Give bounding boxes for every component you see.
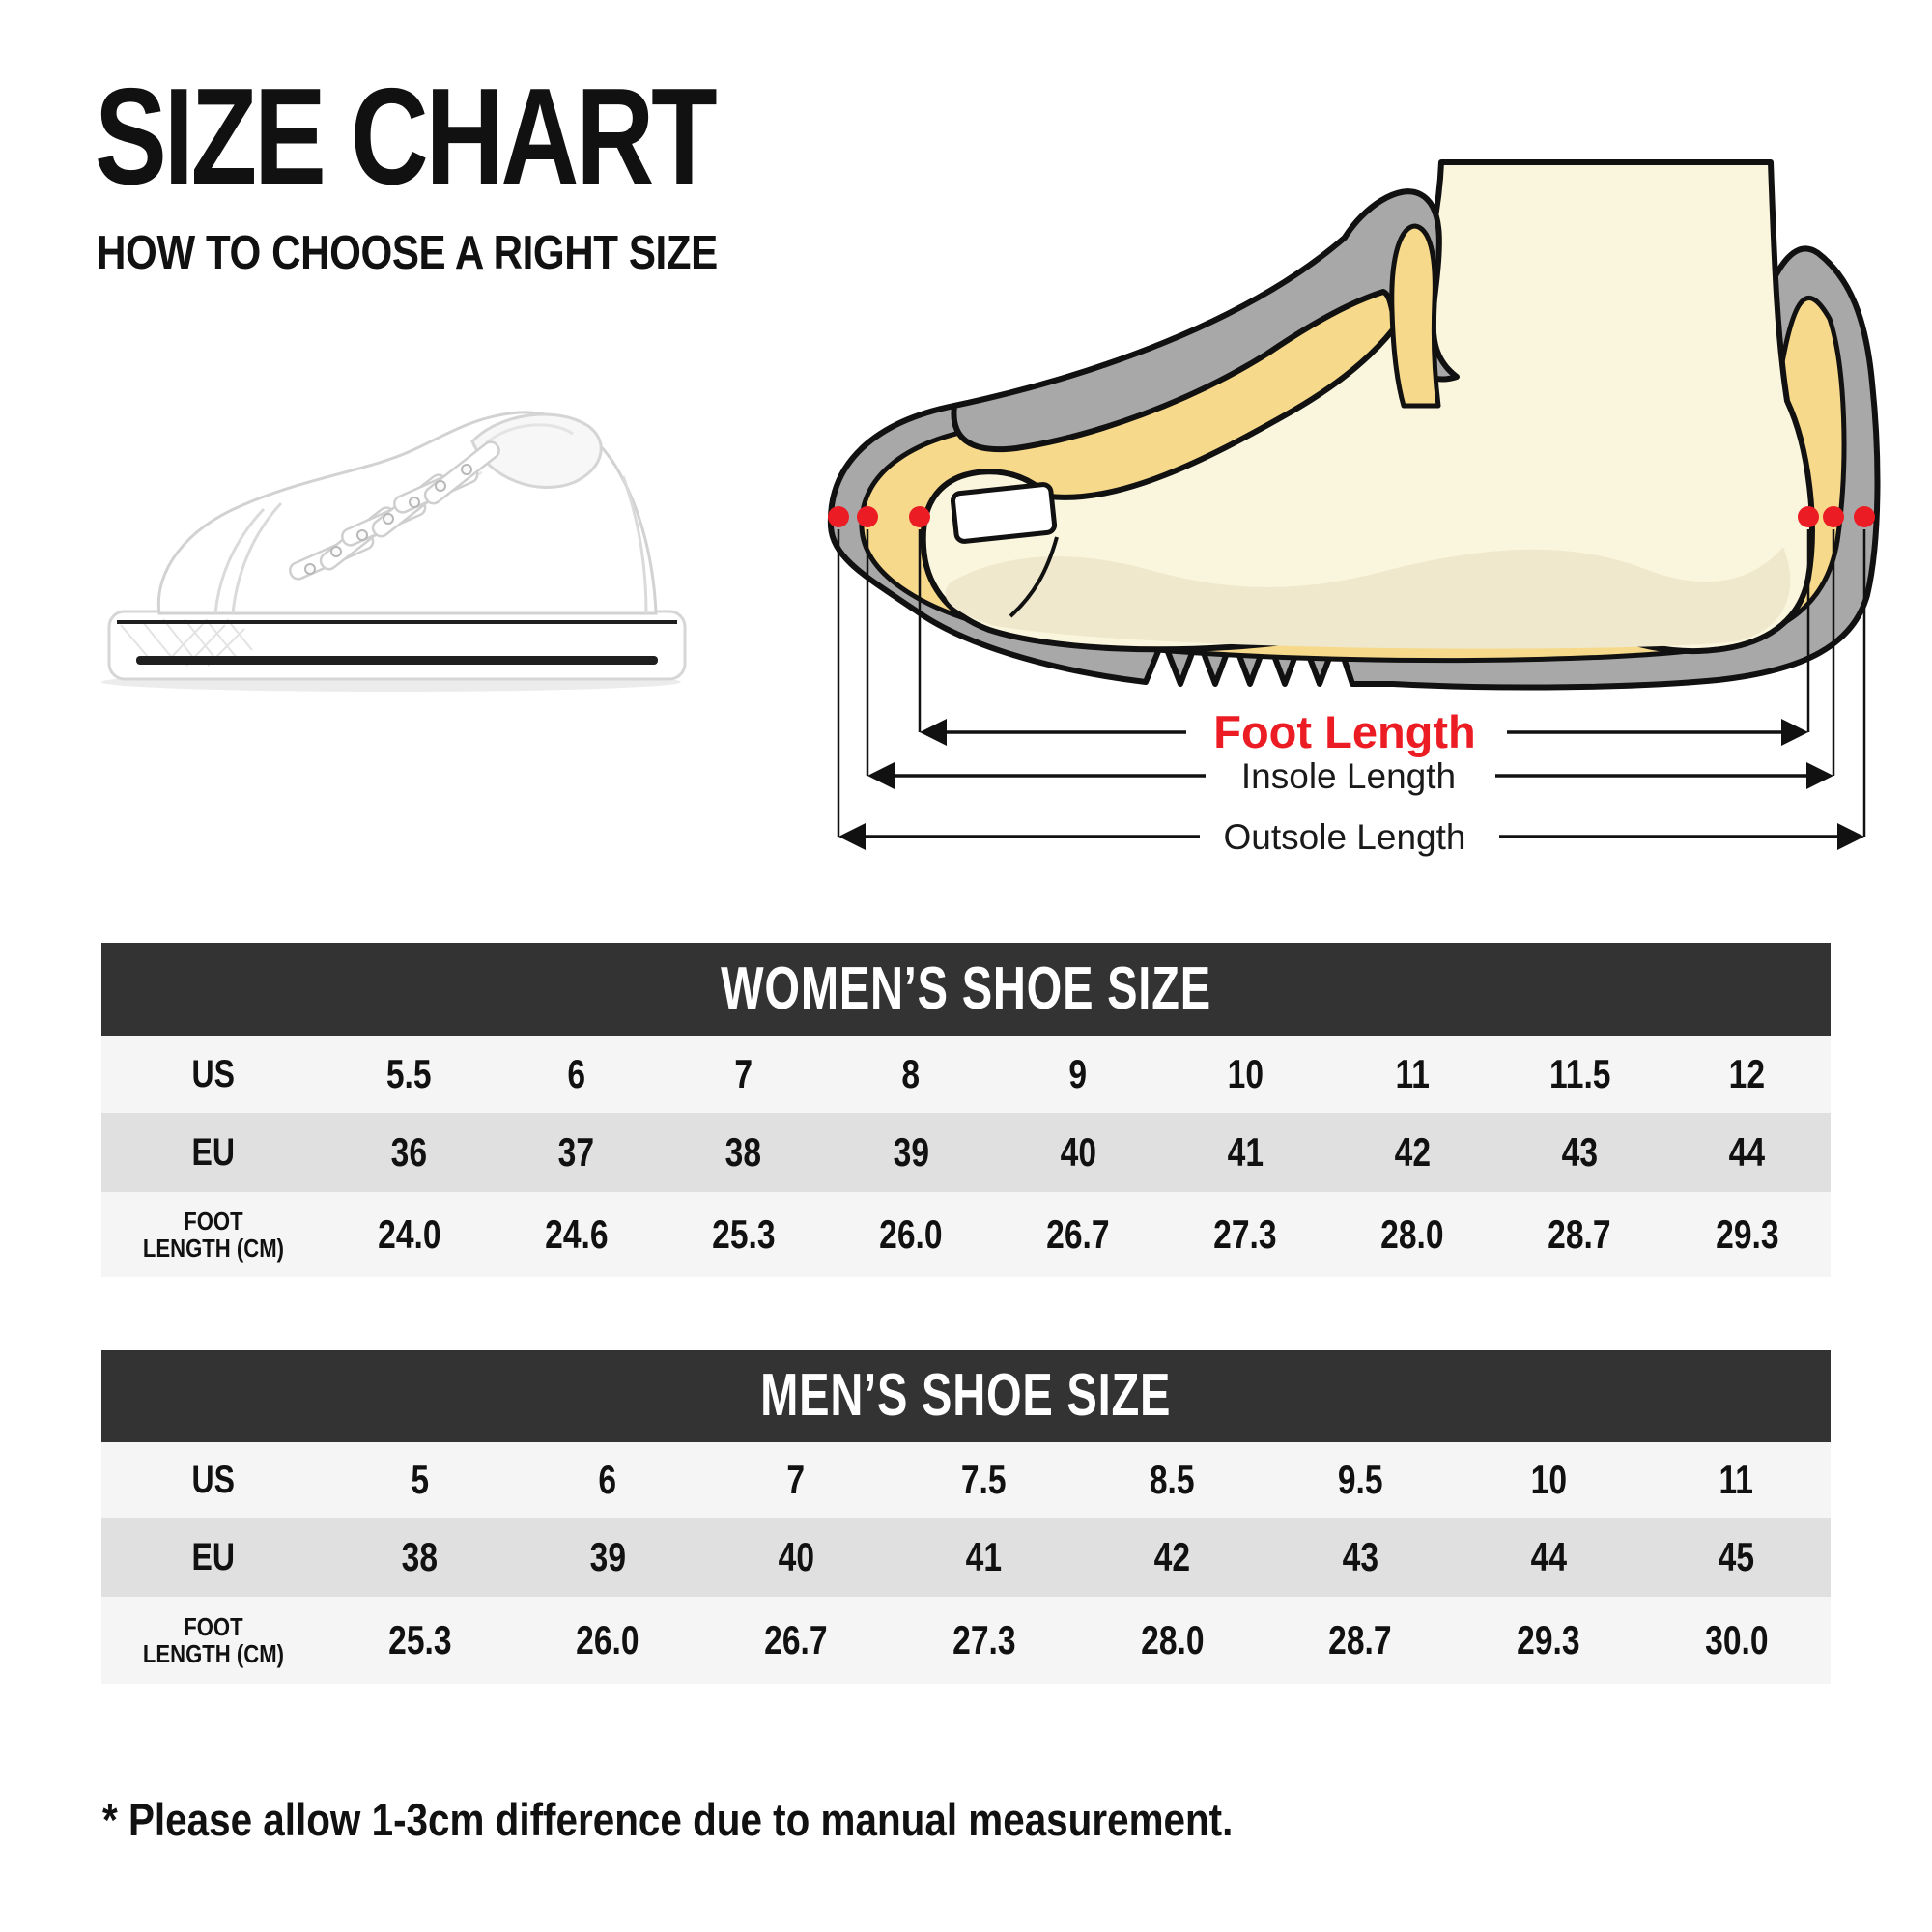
size-cell: 25.3 [712, 1211, 776, 1257]
table-row: US 5 6 7 7.5 8.5 9.5 10 11 [101, 1442, 1831, 1518]
size-cell: 42 [1153, 1534, 1191, 1579]
size-cell: 38 [401, 1534, 439, 1579]
heel-seam [621, 475, 648, 614]
size-cell: 28.7 [1328, 1617, 1392, 1662]
size-cell: 6 [598, 1457, 617, 1502]
size-cell: 28.7 [1548, 1211, 1612, 1257]
size-cell: 30.0 [1704, 1617, 1769, 1662]
table-row: EU 38 39 40 41 42 43 44 45 [101, 1518, 1831, 1597]
foot-length-label: Foot Length [1213, 706, 1475, 757]
women-size-grid: US 5.5 6 7 8 9 10 11 11.5 12 EU 36 37 38 39 40 41 42 43 44 F… [101, 1036, 1831, 1277]
table-title-bar: WOMEN’S SHOE SIZE [101, 943, 1831, 1036]
size-cell: 44 [1728, 1129, 1766, 1175]
foot-measurement-diagram: Foot Length Insole Length Outsole Length [827, 159, 1881, 857]
size-cell: 7 [786, 1457, 806, 1502]
foot-sole-shading [945, 547, 1791, 649]
size-cell: 36 [390, 1129, 428, 1175]
size-cell: 45 [1718, 1534, 1755, 1579]
size-cell: 27.3 [1213, 1211, 1277, 1257]
insole-length-dimension: Insole Length [867, 756, 1833, 796]
sneaker-photo [101, 411, 687, 692]
foot-length-dimension: Foot Length [920, 706, 1808, 757]
size-cell: 9.5 [1337, 1457, 1383, 1502]
size-cell: 41 [1227, 1129, 1264, 1175]
toe-cap-seam [213, 501, 283, 614]
page-subtitle: HOW TO CHOOSE A RIGHT SIZE [97, 227, 718, 279]
table-title: MEN’S SHOE SIZE [760, 1362, 1172, 1429]
size-cell: 26.0 [879, 1211, 943, 1257]
size-table-men: MEN’S SHOE SIZE US 5 6 7 7.5 8.5 9.5 10 11 EU 38 39… [101, 1350, 1831, 1684]
size-cell: 7 [734, 1051, 753, 1096]
collar-lining-shape [1389, 223, 1441, 409]
size-cell: 5 [411, 1457, 429, 1502]
size-cell: 11 [1719, 1457, 1754, 1502]
size-cell: 26.7 [764, 1617, 828, 1662]
size-cell: 24.6 [544, 1211, 609, 1257]
size-cell: 28.0 [1380, 1211, 1444, 1257]
size-cell: 11 [1395, 1051, 1430, 1096]
sole-pinstripe [117, 620, 677, 624]
size-cell: 42 [1394, 1129, 1431, 1175]
size-cell: 29.3 [1517, 1617, 1580, 1662]
size-cell: 27.3 [952, 1617, 1016, 1662]
size-cell: 28.0 [1140, 1617, 1205, 1662]
size-cell: 24.0 [377, 1211, 441, 1257]
row-label: US [191, 1052, 236, 1095]
lace-eyelets [304, 464, 472, 575]
toe-crease-line [1009, 536, 1059, 618]
size-cell: 40 [1060, 1129, 1096, 1175]
size-cell: 11.5 [1548, 1051, 1611, 1096]
size-cell: 38 [725, 1129, 762, 1175]
row-label: US [191, 1458, 236, 1501]
size-table-women: WOMEN’S SHOE SIZE US 5.5 6 7 8 9 10 11 11.5 12 EU 3… [101, 943, 1831, 1277]
size-cell: 10 [1530, 1457, 1567, 1502]
size-cell: 5.5 [386, 1051, 432, 1096]
size-cell: 37 [557, 1129, 595, 1175]
size-cell: 26.7 [1046, 1211, 1110, 1257]
table-row: FOOT LENGTH (CM) 25.3 26.0 26.7 27.3 28.0 28.7 2… [101, 1597, 1831, 1684]
row-label: FOOT LENGTH (CM) [142, 1611, 285, 1668]
size-cell: 43 [1342, 1534, 1378, 1579]
row-label: EU [191, 1535, 236, 1578]
page-title: SIZE CHART [95, 60, 718, 213]
size-cell: 29.3 [1715, 1211, 1779, 1257]
size-cell: 6 [567, 1051, 586, 1096]
outsole-length-dimension: Outsole Length [838, 817, 1864, 857]
measurement-markers [828, 506, 1875, 527]
table-title: WOMEN’S SHOE SIZE [721, 955, 1211, 1022]
table-row: US 5.5 6 7 8 9 10 11 11.5 12 [101, 1036, 1831, 1113]
row-label: FOOT LENGTH (CM) [142, 1206, 285, 1263]
sole-stripe [136, 656, 658, 665]
table-title-bar: MEN’S SHOE SIZE [101, 1350, 1831, 1442]
size-cell: 7.5 [961, 1457, 1007, 1502]
size-cell: 12 [1728, 1051, 1766, 1096]
collar-lining [484, 423, 574, 445]
men-size-grid: US 5 6 7 7.5 8.5 9.5 10 11 EU 38 39 40 41 42 43 44 45 FOOT… [101, 1442, 1831, 1684]
size-cell: 9 [1068, 1051, 1088, 1096]
foot-shape [920, 159, 1815, 655]
size-cell: 39 [589, 1534, 626, 1579]
table-row: EU 36 37 38 39 40 41 42 43 44 [101, 1113, 1831, 1192]
measurement-guides [837, 529, 1866, 837]
insole-length-label: Insole Length [1241, 756, 1456, 796]
size-cell: 8.5 [1150, 1457, 1195, 1502]
size-cell: 26.0 [576, 1617, 639, 1662]
size-cell: 25.3 [387, 1617, 452, 1662]
toenail [950, 482, 1058, 544]
table-row: FOOT LENGTH (CM) 24.0 24.6 25.3 26.0 26.7 27.3 2… [101, 1192, 1831, 1277]
size-cell: 8 [901, 1051, 921, 1096]
footnote: * Please allow 1-3cm difference due to m… [102, 1794, 1234, 1845]
size-cell: 39 [893, 1129, 929, 1175]
outsole-length-label: Outsole Length [1224, 817, 1466, 857]
size-cell: 10 [1227, 1051, 1264, 1096]
size-cell: 44 [1530, 1534, 1567, 1579]
size-cell: 41 [965, 1534, 1003, 1579]
size-cell: 40 [778, 1534, 814, 1579]
row-label: EU [191, 1130, 236, 1174]
shoe-upper-band [951, 188, 1460, 453]
size-cell: 43 [1561, 1129, 1598, 1175]
